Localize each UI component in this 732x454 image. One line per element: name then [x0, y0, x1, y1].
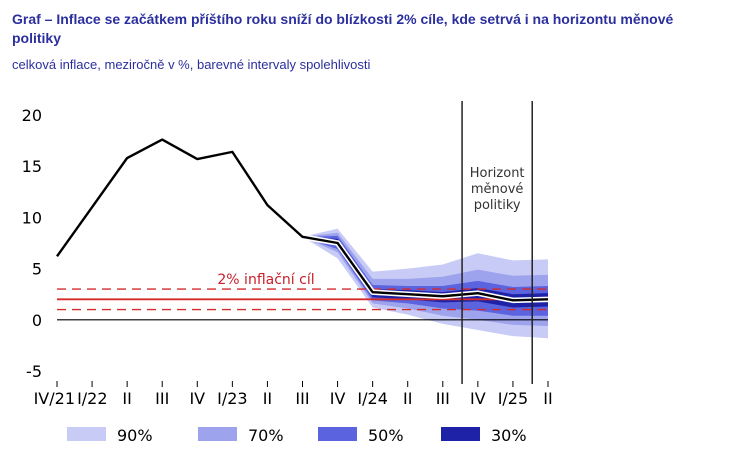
x-tick-label: IV/21	[34, 389, 75, 408]
x-tick-label: I/22	[77, 389, 107, 408]
x-tick-label: I/24	[357, 389, 387, 408]
legend-swatch-70	[198, 427, 237, 441]
x-tick-label: III	[436, 389, 450, 408]
x-tick-label: IV	[470, 389, 486, 408]
x-tick-label: IV	[189, 389, 205, 408]
legend-label: 70%	[248, 426, 284, 445]
x-axis: IV/21 I/22 II III IV I/23 II III IV I/24 II III IV I/…	[34, 381, 553, 408]
legend: 90% 70% 50% 30%	[67, 426, 527, 445]
horizon-label-line: Horizont	[470, 166, 525, 181]
y-tick-label: 20	[22, 106, 42, 125]
inflation-line-group	[56, 138, 549, 304]
legend-swatch-90	[67, 427, 106, 441]
y-tick-label: 10	[22, 208, 42, 227]
legend-label: 30%	[491, 426, 527, 445]
y-tick-label: -5	[26, 362, 42, 381]
x-tick-label: II	[543, 389, 552, 408]
legend-swatch-50	[318, 427, 357, 441]
horizon-label-line: politiky	[474, 198, 521, 213]
x-tick-label: II	[403, 389, 412, 408]
y-tick-label: 5	[32, 260, 42, 279]
x-tick-label: II	[122, 389, 131, 408]
legend-swatch-30	[441, 427, 480, 441]
y-tick-label: 0	[32, 311, 42, 330]
x-tick-label: I/25	[498, 389, 528, 408]
x-tick-label: I/23	[217, 389, 247, 408]
fan-band-30	[302, 236, 548, 308]
chart-subtitle: celková inflace, meziročně v %, barevné …	[12, 57, 371, 72]
x-tick-label: II	[263, 389, 272, 408]
horizon-label-line: měnové	[471, 182, 524, 197]
inflation-line	[56, 138, 549, 302]
y-tick-label: 15	[22, 157, 42, 176]
legend-label: 50%	[368, 426, 404, 445]
x-tick-label: III	[155, 389, 169, 408]
y-axis: -5 0 5 10 15 20	[22, 106, 42, 381]
chart-title: Graf – Inflace se začátkem příštího roku…	[12, 11, 674, 46]
inflation-target-lines: 2% inflační cíl	[57, 272, 548, 311]
x-tick-label: IV	[330, 389, 346, 408]
legend-label: 90%	[117, 426, 153, 445]
x-tick-label: III	[295, 389, 309, 408]
target-label: 2% inflační cíl	[217, 272, 314, 288]
